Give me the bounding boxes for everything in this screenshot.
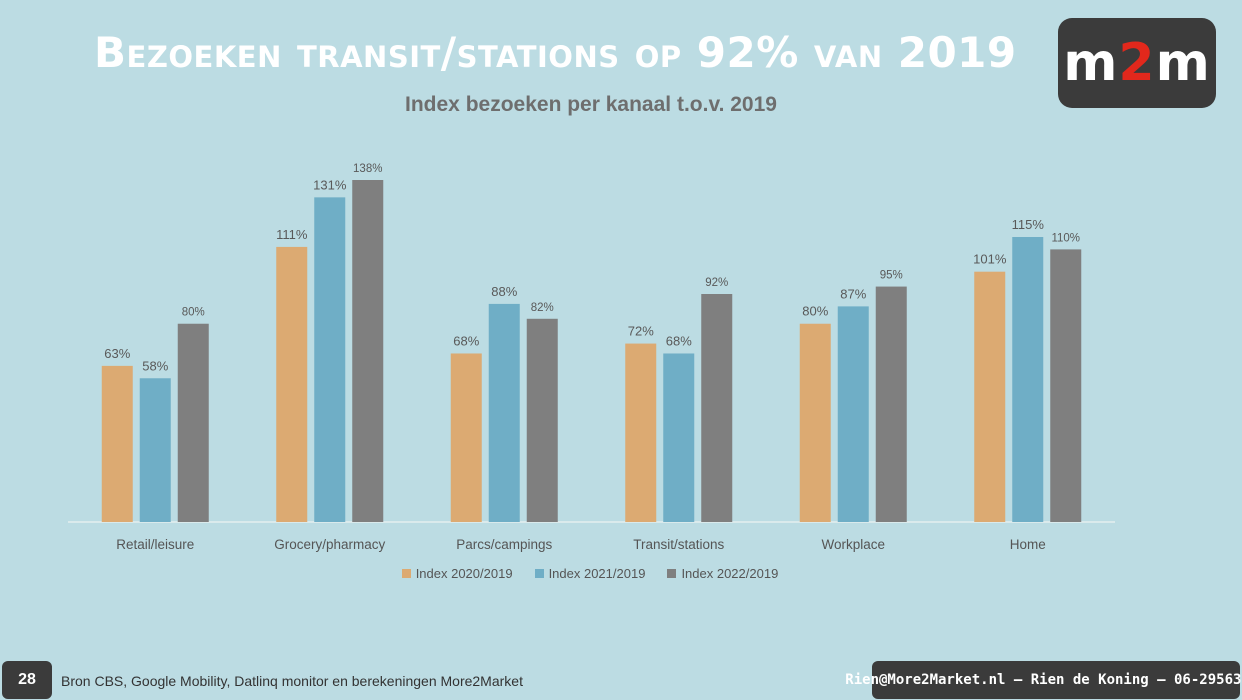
- data-label: 80%: [802, 304, 828, 319]
- data-label: 138%: [353, 163, 382, 175]
- legend-label: Index 2021/2019: [548, 566, 646, 581]
- data-label: 131%: [313, 177, 347, 192]
- contact-info: Rien@More2Market.nl – Rien de Koning – 0…: [845, 661, 1242, 699]
- bar: [1012, 237, 1044, 522]
- bar: [488, 303, 520, 522]
- bar: [276, 246, 308, 523]
- logo-suffix: m: [1155, 33, 1211, 93]
- data-label: 101%: [973, 252, 1007, 267]
- legend-item: Index 2022/2019: [667, 566, 778, 581]
- bar: [875, 286, 907, 522]
- category-label: Parcs/campings: [456, 537, 552, 552]
- category-label: Home: [1010, 537, 1046, 552]
- bar: [177, 323, 209, 522]
- legend-swatch: [401, 569, 411, 578]
- data-label: 82%: [531, 302, 554, 314]
- bar: [526, 318, 558, 522]
- data-label: 72%: [628, 324, 654, 339]
- bar: [314, 197, 346, 522]
- category-label: Retail/leisure: [116, 537, 194, 552]
- data-label: 88%: [491, 284, 517, 299]
- data-label: 63%: [104, 346, 130, 361]
- legend-label: Index 2020/2019: [415, 566, 513, 581]
- data-label: 110%: [1051, 232, 1080, 244]
- data-label: 95%: [880, 270, 903, 282]
- data-label: 68%: [453, 333, 479, 348]
- category-label: Transit/stations: [633, 537, 724, 552]
- bar: [101, 365, 133, 522]
- legend-item: Index 2020/2019: [401, 566, 513, 581]
- bar: [701, 294, 733, 522]
- bar: [799, 323, 831, 522]
- logo-prefix: m: [1063, 33, 1119, 93]
- bar: [625, 343, 657, 522]
- data-label: 111%: [276, 227, 308, 242]
- data-label: 115%: [1012, 217, 1045, 232]
- chart-title: Index bezoeken per kanaal t.o.v. 2019: [405, 93, 777, 116]
- source-note: Bron CBS, Google Mobility, Datlinq monit…: [61, 673, 523, 689]
- legend-swatch: [667, 569, 677, 578]
- data-label: 87%: [840, 286, 866, 301]
- bar: [663, 353, 695, 522]
- data-label: 80%: [182, 307, 205, 319]
- page-number: 28: [2, 661, 52, 699]
- bar: [1050, 249, 1082, 523]
- bar: [139, 378, 171, 522]
- logo-highlight: 2: [1118, 33, 1156, 93]
- data-label: 58%: [142, 358, 168, 373]
- data-label: 92%: [705, 277, 728, 289]
- slide-title: Bezoeken transit/stations op 92% van 201…: [94, 28, 1017, 77]
- data-label: 68%: [666, 333, 692, 348]
- bar: [974, 271, 1006, 522]
- category-label: Grocery/pharmacy: [274, 537, 385, 552]
- legend-item: Index 2021/2019: [534, 566, 646, 581]
- legend-label: Index 2022/2019: [681, 566, 779, 581]
- category-label: Workplace: [821, 537, 885, 552]
- bar: [450, 353, 482, 522]
- chart-legend: Index 2020/2019 Index 2021/2019 Index 2022…: [0, 566, 1180, 581]
- bar: [352, 180, 384, 522]
- bar: [837, 306, 869, 522]
- legend-swatch: [534, 569, 544, 578]
